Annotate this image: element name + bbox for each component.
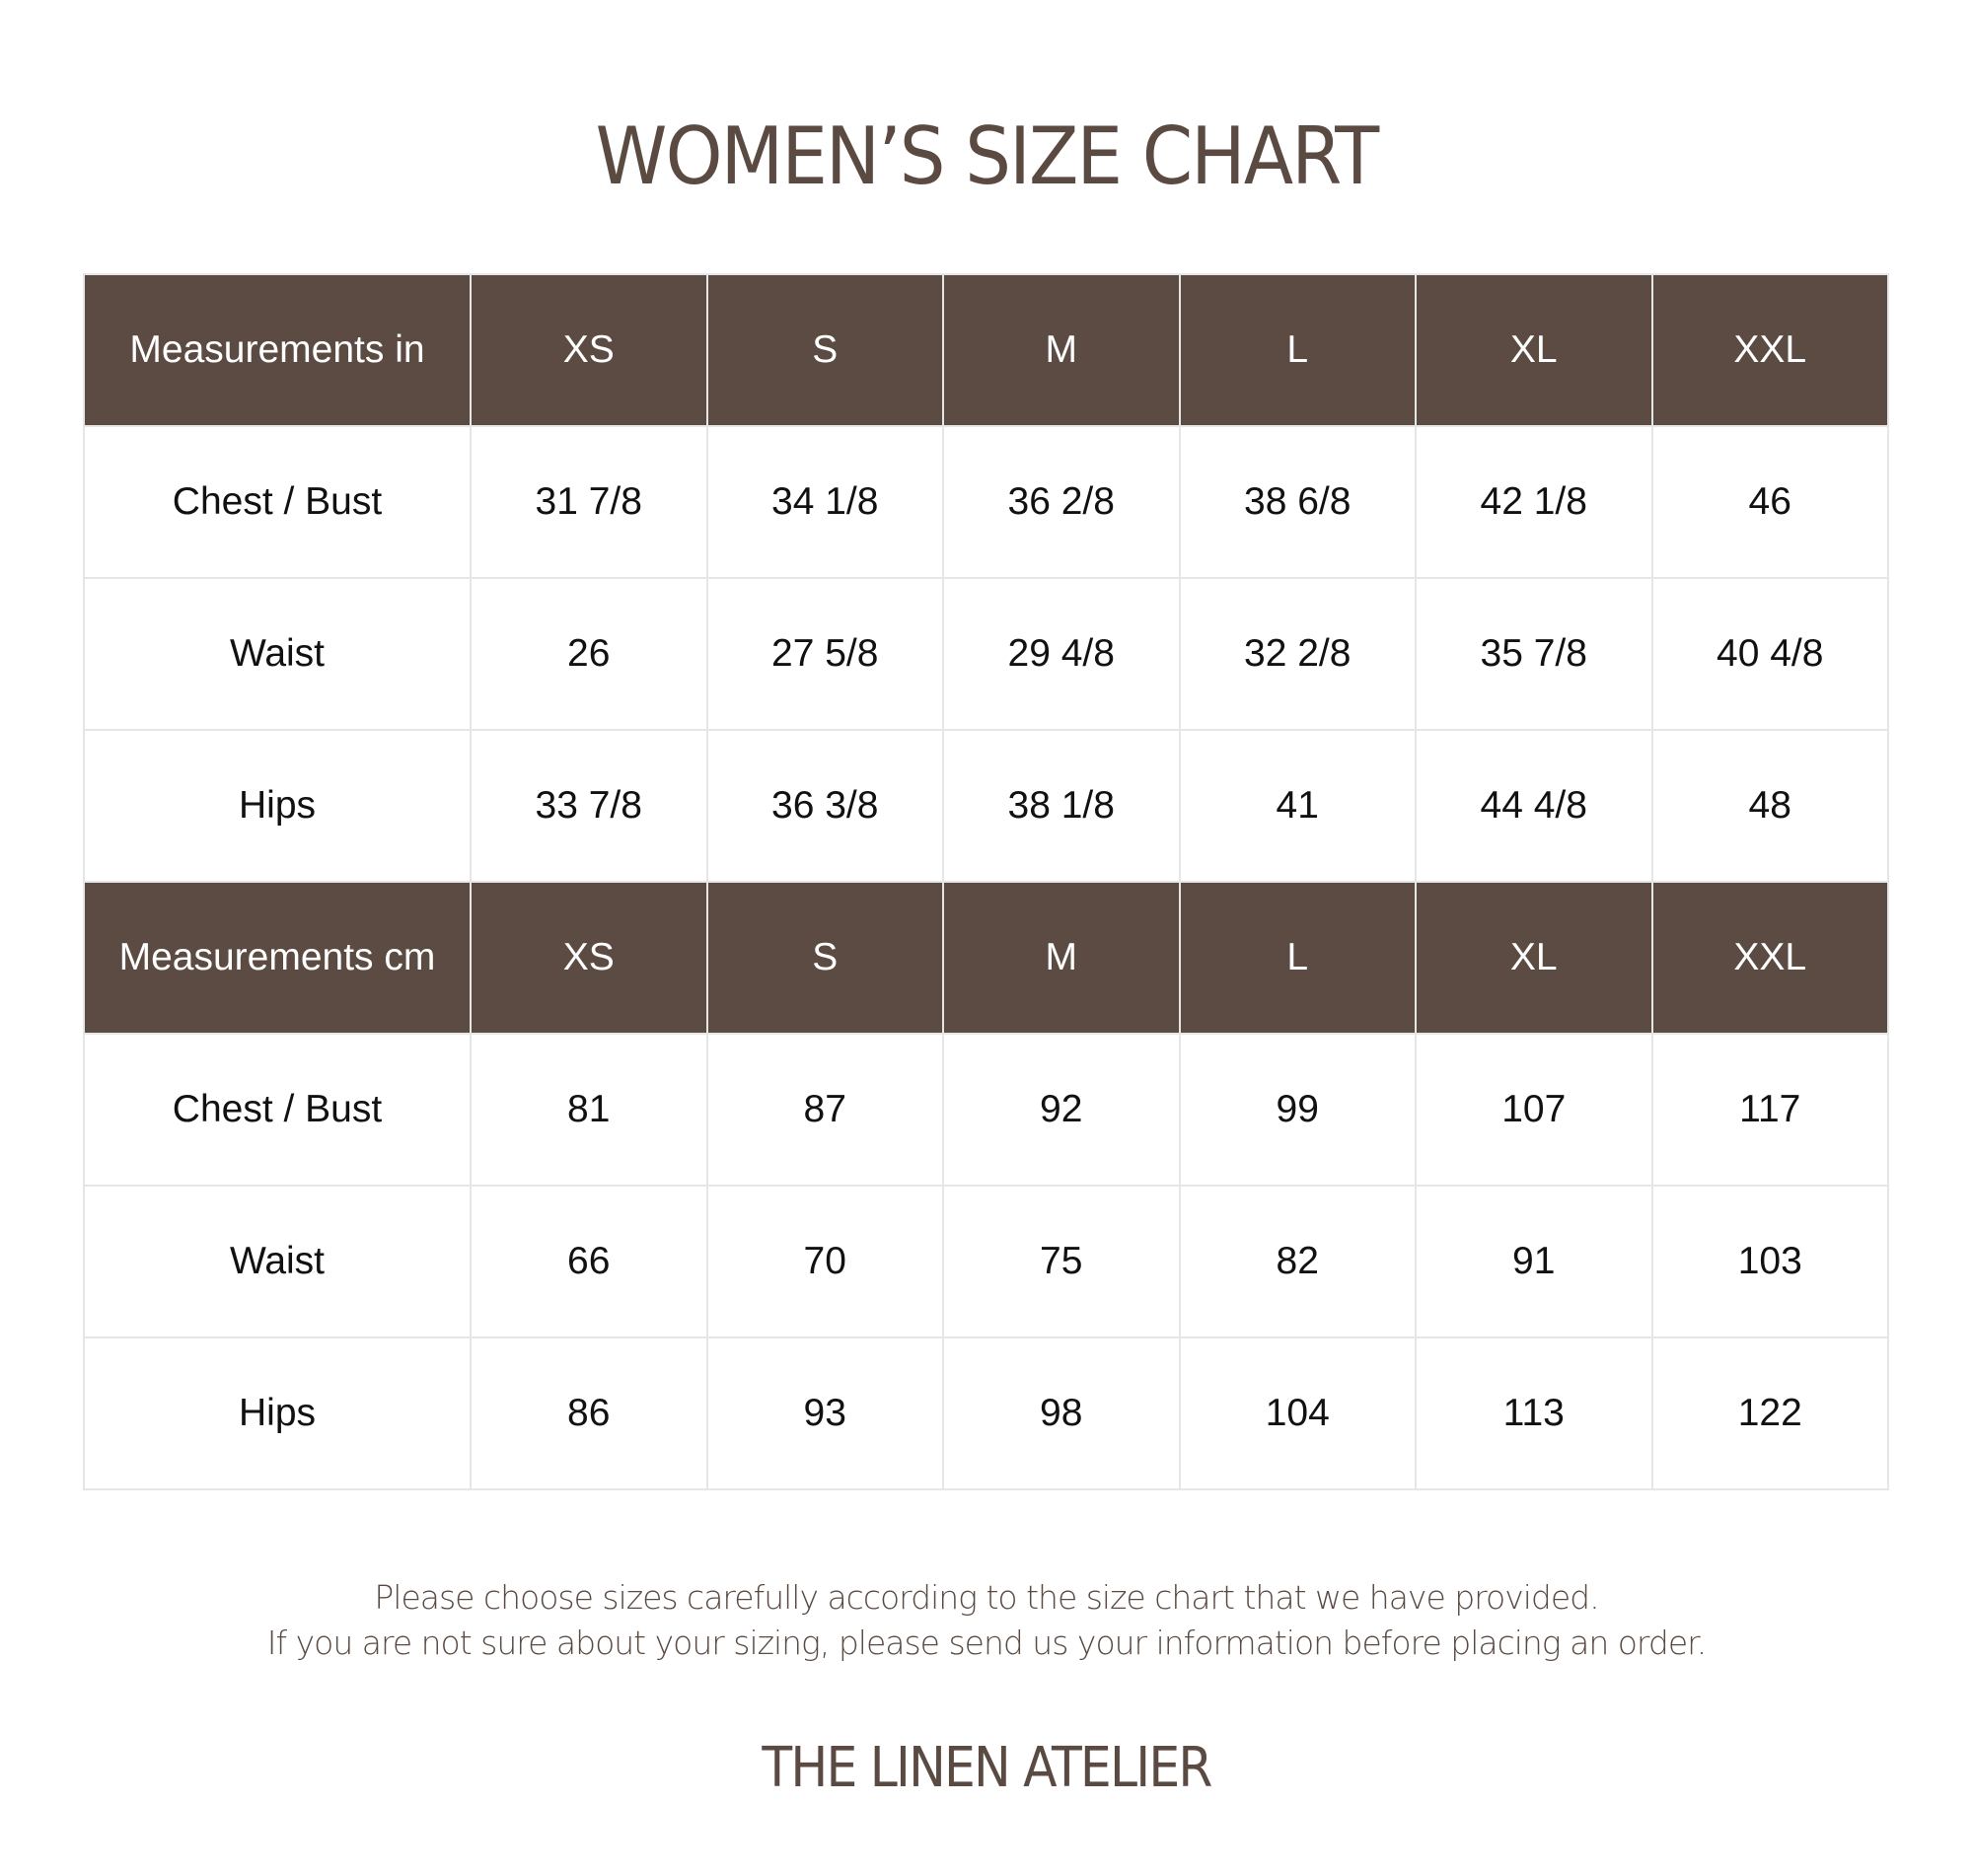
- measurement-cell: 117: [1650, 1033, 1889, 1187]
- size-header: XXL: [1650, 273, 1889, 427]
- measurement-cell: 33 7/8: [470, 729, 708, 883]
- measurement-cell: 44 4/8: [1415, 729, 1653, 883]
- size-header: L: [1178, 273, 1417, 427]
- unit-header: Measurements in: [83, 273, 472, 427]
- size-header: XS: [470, 273, 708, 427]
- row-label: Hips: [83, 729, 472, 883]
- measurement-cell: 41: [1178, 729, 1417, 883]
- size-header: M: [942, 273, 1181, 427]
- size-header: XL: [1415, 881, 1653, 1035]
- size-header: S: [705, 881, 944, 1035]
- measurement-cell: 34 1/8: [705, 425, 944, 579]
- measurement-cell: 87: [705, 1033, 944, 1187]
- measurement-cell: 35 7/8: [1415, 577, 1653, 731]
- measurement-cell: 66: [470, 1185, 708, 1338]
- measurement-cell: 91: [1415, 1185, 1653, 1338]
- measurement-cell: 92: [942, 1033, 1181, 1187]
- measurement-cell: 104: [1178, 1336, 1417, 1490]
- table-row: Chest / Bust 31 7/8 34 1/8 36 2/8 38 6/8 42 1…: [83, 425, 1889, 579]
- row-label: Chest / Bust: [83, 425, 472, 579]
- measurement-cell: 99: [1178, 1033, 1417, 1187]
- measurement-cell: 82: [1178, 1185, 1417, 1338]
- measurement-cell: 26: [470, 577, 708, 731]
- measurement-cell: 86: [470, 1336, 708, 1490]
- measurement-cell: 113: [1415, 1336, 1653, 1490]
- table-row: Hips 33 7/8 36 3/8 38 1/8 41 44 4/8 48: [83, 729, 1889, 883]
- row-label: Hips: [83, 1336, 472, 1490]
- measurement-cell: 93: [705, 1336, 944, 1490]
- page-title: WOMEN’S SIZE CHART: [595, 110, 1380, 202]
- measurement-cell: 103: [1650, 1185, 1889, 1338]
- table-row: Waist 26 27 5/8 29 4/8 32 2/8 35 7/8 40 4/8: [83, 577, 1889, 731]
- measurement-cell: 48: [1650, 729, 1889, 883]
- measurement-cell: 36 3/8: [705, 729, 944, 883]
- measurement-cell: 38 1/8: [942, 729, 1181, 883]
- measurement-cell: 75: [942, 1185, 1181, 1338]
- header-row: Measurements cm XS S M L XL XXL: [83, 881, 1889, 1035]
- measurement-cell: 40 4/8: [1650, 577, 1889, 731]
- measurement-cell: 70: [705, 1185, 944, 1338]
- measurement-cell: 38 6/8: [1178, 425, 1417, 579]
- unit-header: Measurements cm: [83, 881, 472, 1035]
- header-row: Measurements in XS S M L XL XXL: [83, 273, 1889, 427]
- row-label: Waist: [83, 1185, 472, 1338]
- size-header: M: [942, 881, 1181, 1035]
- measurement-cell: 46: [1650, 425, 1889, 579]
- size-header: XS: [470, 881, 708, 1035]
- row-label: Chest / Bust: [83, 1033, 472, 1187]
- size-header: XXL: [1650, 881, 1889, 1035]
- brand-logo-text: THE LINEN ATELIER: [762, 1736, 1212, 1800]
- measurement-cell: 29 4/8: [942, 577, 1181, 731]
- measurement-cell: 98: [942, 1336, 1181, 1490]
- measurement-cell: 32 2/8: [1178, 577, 1417, 731]
- measurement-cell: 122: [1650, 1336, 1889, 1490]
- note-line-1: Please choose sizes carefully according …: [374, 1578, 1599, 1617]
- table-row: Chest / Bust 81 87 92 99 107 117: [83, 1033, 1889, 1187]
- measurement-cell: 31 7/8: [470, 425, 708, 579]
- size-header: S: [705, 273, 944, 427]
- size-header: L: [1178, 881, 1417, 1035]
- measurement-cell: 27 5/8: [705, 577, 944, 731]
- size-header: XL: [1415, 273, 1653, 427]
- table-row: Waist 66 70 75 82 91 103: [83, 1185, 1889, 1338]
- note-line-2: If you are not sure about your sizing, p…: [266, 1623, 1707, 1662]
- measurement-cell: 42 1/8: [1415, 425, 1653, 579]
- row-label: Waist: [83, 577, 472, 731]
- table-row: Hips 86 93 98 104 113 122: [83, 1336, 1889, 1490]
- measurement-cell: 36 2/8: [942, 425, 1181, 579]
- measurement-cell: 81: [470, 1033, 708, 1187]
- measurement-cell: 107: [1415, 1033, 1653, 1187]
- size-chart-table: Measurements in XS S M L XL XXL Chest / Bust 31 …: [83, 273, 1889, 1490]
